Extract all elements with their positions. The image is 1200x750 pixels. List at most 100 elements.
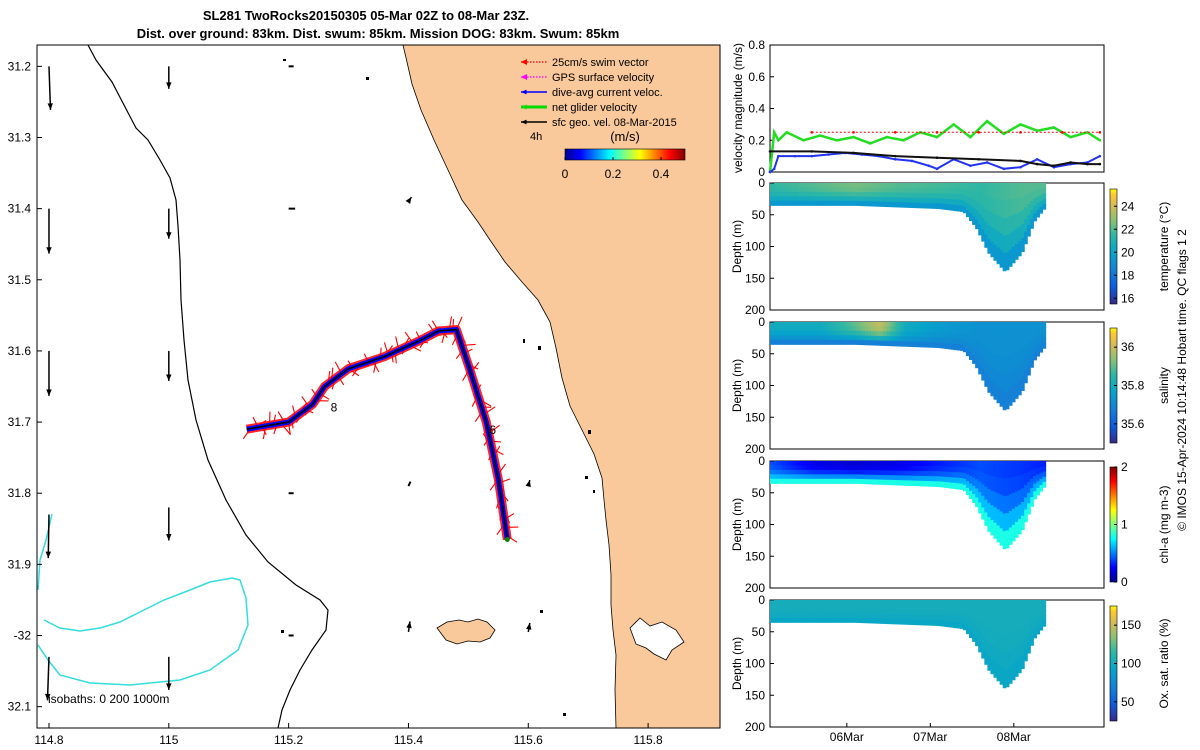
salinity-profile-cell	[975, 358, 979, 369]
chlorophyll-profile-cell	[941, 476, 946, 483]
temperature-profile-cell	[938, 193, 943, 199]
oxygen-saturation-profile-cell	[837, 617, 842, 623]
oxygen-saturation-profile-cell	[947, 616, 952, 622]
salinity-profile-cell	[852, 326, 857, 332]
chlorophyll-profile-cell	[1039, 478, 1044, 486]
oxygen-saturation-profile-cell	[972, 633, 976, 642]
oxygen-saturation-profile-cell	[773, 608, 777, 614]
salinity-profile-cell	[785, 330, 789, 336]
salinity-profile-cell	[785, 335, 789, 341]
oxygen-saturation-profile-cell	[1011, 631, 1016, 649]
temperature-profile-cell	[987, 225, 992, 240]
salinity-profile-cell	[920, 322, 924, 328]
temperature-profile-cell	[975, 183, 979, 193]
oxygen-saturation-profile-cell	[910, 619, 915, 626]
oxygen-saturation-profile-cell	[972, 624, 976, 634]
velocity-data-point	[985, 119, 989, 123]
oxygen-saturation-profile-cell	[947, 621, 952, 628]
oxygen-saturation-profile-cell	[825, 600, 829, 606]
chlorophyll-profile-cell	[932, 481, 936, 487]
salinity-profile-cell	[920, 336, 924, 343]
chlorophyll-profile-cell	[788, 474, 793, 480]
temperature-profile-cell	[828, 200, 832, 206]
oxygen-saturation-profile-cell	[969, 614, 973, 624]
temperature-profile-cell	[950, 199, 955, 206]
salinity-profile-cell	[828, 326, 832, 332]
oxygen-saturation-profile-cell	[886, 600, 891, 606]
temperature-colorbar-tick-label: 20	[1121, 245, 1135, 259]
chlorophyll-profile-cell	[1005, 478, 1010, 497]
chlorophyll-profile-cell	[849, 469, 854, 475]
salinity-profile-cell	[981, 368, 985, 381]
temperature-profile-cell	[837, 191, 842, 197]
oxygen-saturation-profile-cell	[806, 613, 811, 619]
temperature-profile-cell	[944, 183, 949, 189]
oxygen-saturation-profile-cell	[904, 614, 909, 620]
oxygen-saturation-profile-cell	[815, 617, 820, 623]
salinity-profile-cell	[926, 336, 930, 343]
chlorophyll-profile-cell	[831, 461, 835, 467]
temperature-profile-cell	[929, 183, 933, 189]
temperature-profile-cell	[932, 198, 936, 204]
temperature-profile-cell	[910, 192, 915, 199]
salinity-profile-cell	[880, 322, 884, 328]
salinity-profile-cell	[1011, 322, 1016, 339]
salinity-profile-cell	[987, 364, 992, 379]
oxygen-saturation-profile-cell	[858, 608, 863, 615]
temperature-profile-cell	[1017, 241, 1022, 257]
oxygen-saturation-profile-cell	[812, 613, 817, 619]
chlorophyll-profile-cell	[990, 490, 995, 506]
salinity-profile-cell	[956, 344, 961, 351]
chlorophyll-profile-cell	[984, 512, 988, 526]
chlorophyll-profile-cell	[1036, 461, 1041, 469]
salinity-profile-cell	[825, 322, 829, 328]
chlorophyll-profile-cell	[871, 465, 875, 471]
salinity-profile-cell	[834, 335, 838, 341]
temperature-profile-cell	[797, 191, 802, 197]
temperature-profile-cell	[825, 200, 829, 206]
oxygen-saturation-profile-cell	[812, 617, 817, 623]
oxygen-saturation-profile-cell	[1011, 615, 1016, 633]
salinity-profile-cell	[932, 332, 936, 338]
chlorophyll-profile-cell	[806, 478, 811, 484]
temperature-profile-cell	[797, 183, 802, 189]
salinity-profile-cell	[926, 331, 930, 338]
chlorophyll-profile-cell	[978, 492, 982, 504]
chlorophyll-profile-cell	[886, 479, 891, 486]
oxygen-saturation-profile-cell	[916, 619, 921, 626]
salinity-profile-cell	[984, 360, 988, 374]
oxygen-saturation-profile-cell	[843, 613, 848, 619]
oxygen-saturation-profile-cell	[965, 620, 970, 628]
chlorophyll-profile-cell	[935, 471, 939, 477]
geo-vector-arrow	[44, 656, 51, 701]
temperature-profile-cell	[907, 202, 912, 208]
chlorophyll-profile-cell	[978, 502, 982, 514]
oxygen-saturation-profile-cell	[920, 609, 924, 616]
oxygen-saturation-profile-cell	[1017, 629, 1022, 645]
velocity-data-point	[1098, 131, 1102, 134]
salinity-profile-cell	[889, 336, 894, 342]
temperature-profile-cell	[889, 197, 894, 203]
oxygen-saturation-profile-cell	[886, 618, 891, 625]
oxygen-saturation-profile-cell	[950, 616, 955, 623]
chlorophyll-profile-cell	[1014, 491, 1019, 508]
temperature-profile-cell	[880, 201, 884, 207]
oxygen-saturation-profile-cell	[987, 614, 992, 629]
chlorophyll-profile-cell	[910, 461, 915, 467]
oxygen-saturation-profile-cell	[941, 600, 946, 606]
temperature-profile-cell	[1024, 195, 1028, 208]
salinity-profile-cell	[972, 338, 976, 348]
oxygen-saturation-profile-cell	[904, 609, 909, 616]
temperature-profile-cell	[1027, 225, 1031, 237]
chlorophyll-profile-cell	[794, 478, 799, 484]
oxygen-saturation-profile-cell	[837, 604, 842, 610]
salinity-profile-cell	[1036, 342, 1041, 350]
chlorophyll-profile-cell	[794, 469, 799, 475]
salinity-profile-cell	[825, 339, 829, 345]
salinity-profile-cell	[822, 335, 826, 341]
velocity-data-point	[977, 158, 981, 161]
oxygen-saturation-profile-cell	[864, 600, 869, 606]
oxygen-saturation-profile-cell	[935, 620, 939, 626]
temperature-profile-cell	[944, 193, 949, 200]
chlorophyll-profile-cell	[898, 461, 903, 467]
